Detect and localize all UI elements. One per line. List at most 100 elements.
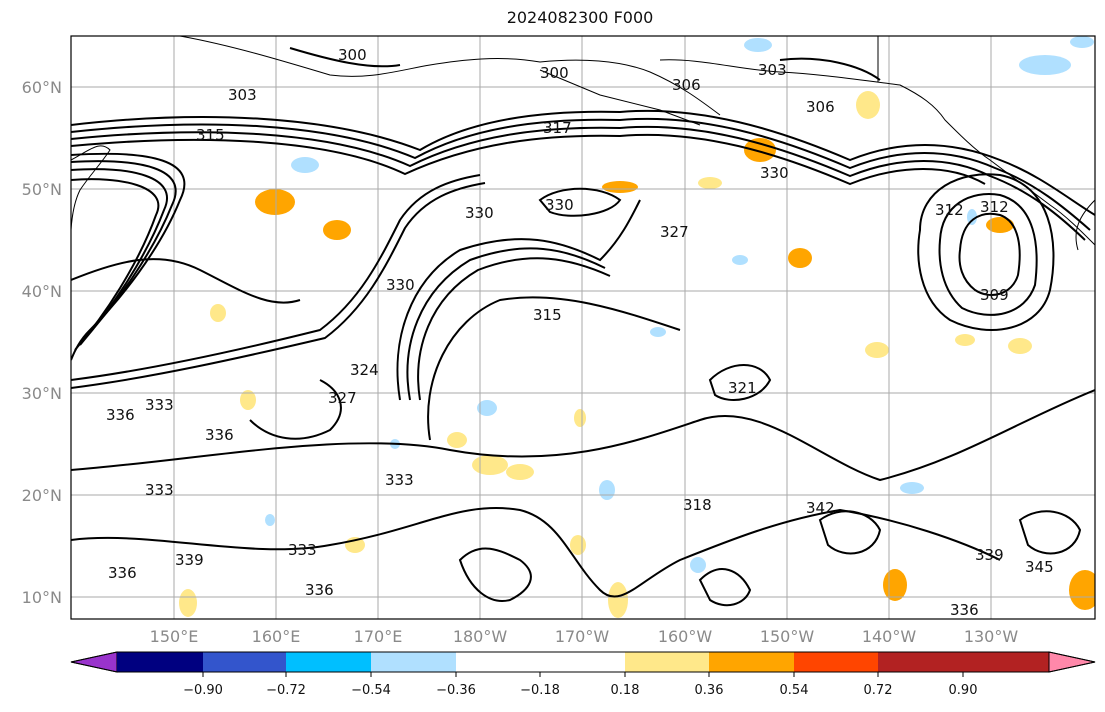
- lon-tick-label: 150°W: [760, 627, 815, 646]
- contour-labels: 300 300 303 303 306 306 309 312 312 315 …: [106, 46, 1054, 619]
- lat-tick-label: 20°N: [22, 486, 62, 505]
- colorbar-segment: [878, 652, 963, 672]
- contour-label: 333: [385, 471, 414, 489]
- contour-line: [71, 174, 481, 381]
- contour-label: 330: [386, 276, 415, 294]
- colorbar-segment: [371, 652, 456, 672]
- colorbar-segment: [456, 652, 540, 672]
- fill-patch: [265, 514, 275, 526]
- fill-patch: [967, 209, 977, 225]
- fill-patch: [1019, 55, 1071, 75]
- colorbar-segment: [117, 652, 203, 672]
- contour-label: 312: [980, 198, 1009, 216]
- fill-patch: [1069, 570, 1095, 610]
- shaded-field: [179, 36, 1095, 618]
- contour-line: [538, 187, 622, 217]
- contour-label: 303: [228, 86, 257, 104]
- colorbar-segment: [963, 652, 1049, 672]
- colorbar-tick-label: 0.18: [611, 683, 640, 698]
- colorbar-segment: [709, 652, 794, 672]
- lat-tick-label: 10°N: [22, 588, 62, 607]
- fill-patch: [447, 432, 467, 448]
- lat-tick-label: 60°N: [22, 78, 62, 97]
- contour-line: [249, 379, 342, 440]
- contour-line: [1018, 510, 1082, 555]
- colorbar-segment: [794, 652, 878, 672]
- colorbar-tick-label: 0.72: [864, 683, 893, 698]
- contour-line: [71, 389, 1095, 482]
- contour-line: [71, 178, 160, 351]
- contour-label: 333: [145, 481, 174, 499]
- colorbar-tick-label: −0.54: [351, 683, 391, 698]
- contour-line: [938, 193, 1038, 316]
- contour-line: [458, 547, 532, 602]
- fill-patch: [240, 390, 256, 410]
- contour-line: [71, 168, 168, 346]
- contour-line: [71, 117, 1091, 231]
- fill-patch: [323, 220, 351, 240]
- contour-label: 318: [683, 496, 712, 514]
- contour-line: [818, 510, 882, 555]
- colorbar-segment: [540, 652, 625, 672]
- contour-line: [71, 109, 1095, 216]
- colorbar-extend-low: [70, 651, 118, 673]
- coastline-alaska: [179, 36, 721, 116]
- contour-label: 342: [806, 499, 835, 517]
- map-title: 2024082300 F000: [506, 8, 654, 27]
- contour-label: 336: [106, 406, 135, 424]
- colorbar-segment: [286, 652, 371, 672]
- lon-axis: 150°E 160°E 170°E 180°W 170°W 160°W 150°…: [150, 627, 1019, 646]
- fill-patch: [744, 38, 772, 52]
- fill-patch: [865, 342, 889, 358]
- contour-line: [779, 57, 881, 81]
- contour-label: 327: [660, 223, 689, 241]
- map-frame: [70, 35, 1096, 620]
- fill-patch: [744, 138, 776, 162]
- contour-line: [71, 507, 1001, 598]
- contour-line: [289, 47, 401, 68]
- contour-label: 300: [338, 46, 367, 64]
- contour-label: 300: [540, 64, 569, 82]
- lat-axis: 10°N 20°N 30°N 40°N 50°N 60°N: [22, 78, 62, 607]
- lon-tick-label: 180°W: [453, 627, 508, 646]
- colorbar-tick-label: −0.36: [436, 683, 476, 698]
- colorbar-segment: [203, 652, 286, 672]
- fill-patch: [955, 334, 975, 346]
- lon-tick-label: 150°E: [150, 627, 199, 646]
- lon-tick-label: 160°E: [252, 627, 301, 646]
- fill-patch: [210, 304, 226, 322]
- contour-line: [698, 568, 752, 607]
- contour-label: 306: [806, 98, 835, 116]
- contour-label: 339: [975, 546, 1004, 564]
- lat-tick-label: 40°N: [22, 282, 62, 301]
- contour-label: 312: [935, 201, 964, 219]
- contours: [71, 47, 1095, 607]
- contour-line: [71, 125, 1086, 241]
- contour-label: 303: [758, 61, 787, 79]
- contour-label: 336: [305, 581, 334, 599]
- contour-line: [71, 160, 177, 339]
- coastline-kamchatka: [71, 145, 111, 231]
- contour-line: [958, 212, 1021, 296]
- contour-label: 327: [328, 389, 357, 407]
- contour-line: [406, 247, 606, 401]
- lon-tick-label: 160°W: [658, 627, 713, 646]
- colorbar-outline: [70, 651, 1096, 673]
- contour-line: [71, 182, 486, 389]
- fill-patch: [291, 157, 319, 173]
- coastline-gulf-alaska: [659, 59, 1095, 246]
- contour-label: 324: [350, 361, 379, 379]
- fill-patch: [255, 189, 295, 215]
- contour-label: 306: [672, 76, 701, 94]
- colorbar-tick-label: 0.54: [780, 683, 809, 698]
- fill-patch: [179, 589, 197, 617]
- fill-patch: [856, 91, 880, 119]
- fill-patch: [599, 480, 615, 500]
- fill-patch: [986, 217, 1014, 233]
- contour-label: 315: [533, 306, 562, 324]
- contour-label: 315: [196, 126, 225, 144]
- contour-label: 333: [145, 396, 174, 414]
- lon-tick-label: 130°W: [964, 627, 1019, 646]
- contour-line: [917, 173, 1055, 331]
